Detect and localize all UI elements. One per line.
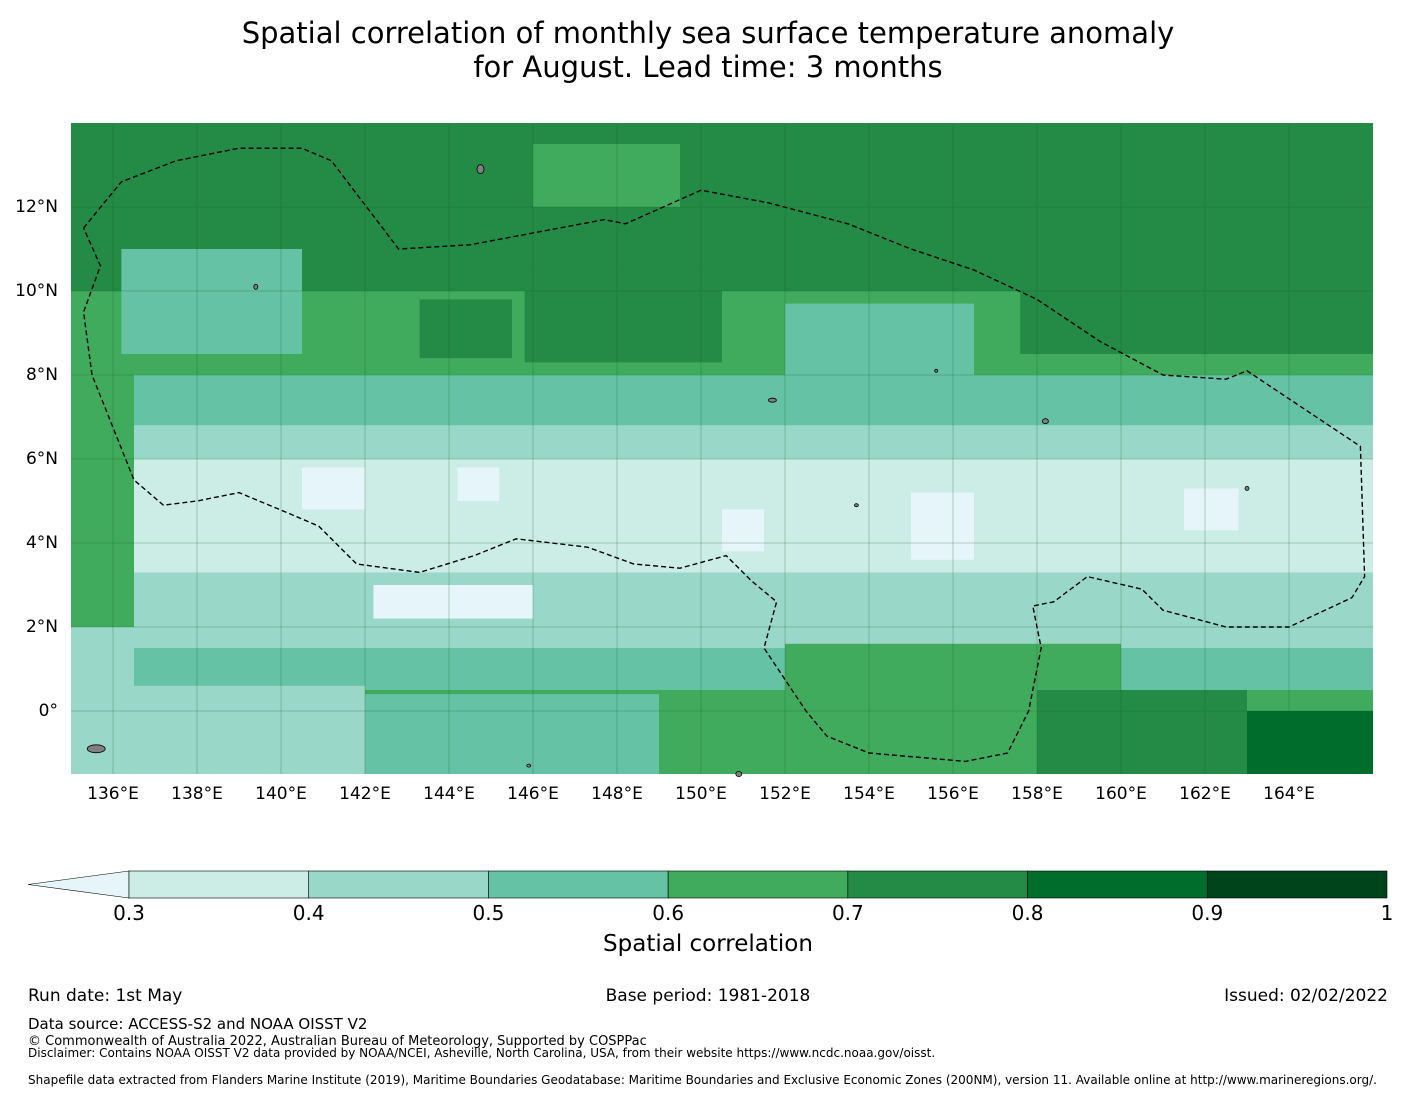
issued-date: Issued: 02/02/2022 — [1224, 986, 1388, 1006]
correlation-patch-3 — [533, 144, 680, 207]
island-3 — [768, 397, 777, 403]
correlation-zone-5 — [71, 572, 1373, 648]
lon-label-162: 162°E — [1179, 784, 1231, 804]
colorbar-bin-0 — [128, 870, 310, 899]
island-6 — [854, 503, 859, 508]
island-4 — [1042, 418, 1049, 425]
lon-label-148: 148°E — [591, 784, 643, 804]
lat-label-0: 0° — [38, 701, 58, 721]
colorbar-bin-6 — [1206, 870, 1388, 899]
colorbar-bin-3 — [667, 870, 849, 899]
correlation-patch-13 — [785, 643, 1121, 699]
island-9 — [934, 368, 939, 373]
correlation-patch-5 — [785, 303, 974, 384]
lon-label-136: 136°E — [87, 784, 139, 804]
colorbar-tick-2: 0.5 — [472, 901, 505, 925]
lon-label-158: 158°E — [1011, 784, 1063, 804]
correlation-patch-18 — [134, 685, 365, 774]
lon-label-142: 142°E — [339, 784, 391, 804]
colorbar-tick-6: 0.9 — [1191, 901, 1224, 925]
correlation-patch-14 — [1037, 690, 1247, 774]
colorbar-tick-5: 0.8 — [1011, 901, 1044, 925]
correlation-patch-17 — [71, 648, 134, 774]
shapefile-credit: Shapefile data extracted from Flanders M… — [28, 1073, 1377, 1087]
correlation-patch-19 — [365, 694, 659, 774]
correlation-patch-6 — [71, 375, 134, 627]
chart-title-line-1: Spatial correlation of monthly sea surfa… — [241, 16, 1175, 50]
correlation-map — [71, 123, 1373, 777]
run-date: Run date: 1st May — [28, 986, 183, 1006]
colorbar-under-arrow — [27, 870, 130, 899]
base-period: Base period: 1981-2018 — [605, 986, 811, 1006]
correlation-zone-2 — [71, 375, 1373, 426]
lon-label-146: 146°E — [507, 784, 559, 804]
lon-label-164: 164°E — [1263, 784, 1315, 804]
island-1 — [86, 744, 106, 754]
correlation-patch-4 — [121, 249, 303, 354]
data-source: Data source: ACCESS-S2 and NOAA OISST V2 — [28, 1015, 368, 1033]
disclaimer: Disclaimer: Contains NOAA OISST V2 data … — [28, 1046, 936, 1060]
colorbar — [27, 870, 1388, 899]
correlation-patch-8 — [722, 509, 764, 552]
lat-label-10: 10°N — [15, 281, 58, 301]
colorbar-bin-2 — [488, 870, 669, 899]
islands — [86, 164, 1250, 777]
colorbar-tick-3: 0.6 — [652, 901, 685, 925]
colorbar-bin-5 — [1027, 870, 1208, 899]
lat-label-4: 4°N — [25, 533, 58, 553]
correlation-patch-7 — [457, 467, 500, 501]
colorbar-label: Spatial correlation — [603, 931, 813, 957]
map-gridlines — [71, 123, 1373, 774]
correlation-zone-6 — [71, 648, 1373, 690]
island-0 — [476, 164, 485, 175]
lon-label-150: 150°E — [675, 784, 727, 804]
lon-label-156: 156°E — [927, 784, 979, 804]
copyright: © Commonwealth of Australia 2022, Austra… — [28, 1034, 647, 1049]
correlation-patches — [71, 144, 1373, 774]
eez-boundary — [82, 147, 1366, 763]
chart-title-line-2: for August. Lead time: 3 months — [473, 50, 943, 84]
correlation-patch-0 — [524, 265, 722, 363]
lon-label-144: 144°E — [423, 784, 475, 804]
lat-label-12: 12°N — [15, 197, 58, 217]
correlation-zone-3 — [71, 425, 1373, 459]
lon-label-154: 154°E — [843, 784, 895, 804]
island-7 — [735, 771, 743, 777]
lon-label-140: 140°E — [255, 784, 307, 804]
colorbar-bin-4 — [847, 870, 1028, 899]
island-8 — [526, 763, 532, 768]
lat-label-8: 8°N — [25, 365, 58, 385]
correlation-patch-10 — [1184, 488, 1239, 531]
correlation-patch-15 — [1247, 711, 1373, 774]
lat-label-2: 2°N — [25, 617, 58, 637]
correlation-patch-9 — [911, 492, 974, 560]
colorbar-tick-0: 0.3 — [113, 901, 145, 925]
lon-label-138: 138°E — [171, 784, 223, 804]
lon-label-152: 152°E — [759, 784, 811, 804]
correlation-patch-11 — [302, 467, 365, 510]
correlation-patch-12 — [373, 585, 533, 619]
island-2 — [253, 283, 259, 290]
correlation-patch-2 — [1020, 215, 1373, 354]
island-5 — [1244, 485, 1250, 491]
correlation-patch-1 — [419, 299, 512, 359]
lon-label-160: 160°E — [1095, 784, 1147, 804]
colorbar-bin-1 — [308, 870, 489, 899]
lat-label-6: 6°N — [25, 449, 58, 469]
colorbar-tick-4: 0.7 — [831, 901, 864, 925]
colorbar-tick-7: 1 — [1380, 901, 1394, 925]
colorbar-tick-1: 0.4 — [292, 901, 325, 925]
